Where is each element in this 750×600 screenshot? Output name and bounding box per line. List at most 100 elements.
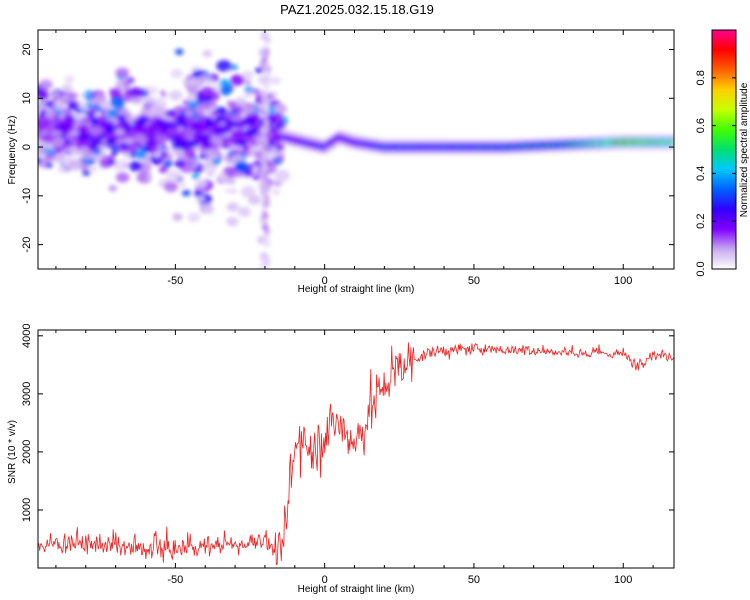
spectrogram-cell [53,153,66,164]
spectrogram-cell [213,109,221,115]
spectrogram-cell [226,216,239,227]
spectrogram-cell [261,172,268,181]
spectrogram-cell [252,165,259,170]
spectrogram-cell [244,86,254,94]
spectrogram-cell [79,146,89,153]
spectrogram-cell [227,150,235,156]
spectrogram-cell [218,173,228,180]
spectrogram-cell [59,94,70,103]
spectrogram-cell [38,90,50,101]
spectrogram-cell [128,160,143,172]
snr-y-tick-label: 3000 [21,382,33,406]
spectrogram-cell [77,131,90,141]
spectrogram-cell [55,121,69,132]
spectrogram-cell [152,107,169,119]
spectrogram-cell [210,135,223,145]
spectrogram-cell [110,98,125,109]
spectrogram-cell [186,160,194,167]
spectrogram-cell [274,171,290,183]
spectrogram-cell [274,134,281,139]
spectrogram-y-tick-label: -10 [21,188,33,204]
spectrogram-cell [181,189,191,197]
spectrogram-cell [166,127,179,137]
spectrogram-cell [204,104,211,110]
spectrogram-cell [79,163,90,172]
spectrogram-x-tick-label: 0 [322,275,328,287]
spectrogram-cell [671,139,674,145]
spectrogram-cell [196,195,205,202]
spectrogram-cell [242,117,255,127]
spectrogram-cell [172,213,183,221]
spectrogram-cell [183,77,196,87]
spectrogram-cell [179,182,186,188]
spectrogram-cell [114,128,125,136]
spectrogram-cell [144,138,157,148]
spectrogram-cell [158,166,169,174]
spectrogram-y-tick-label: 20 [21,43,33,55]
spectrogram-x-tick-label: -50 [167,275,183,287]
spectrogram-cell [248,195,261,205]
spectrogram-cell [147,117,156,124]
spectrogram-cell [64,75,75,83]
spectrogram-cell [184,148,196,158]
spectrogram-cell [231,153,244,163]
spectrogram-cell [198,134,207,140]
spectrogram-cell [244,79,252,86]
spectrogram-cell [164,181,178,193]
spectrogram-cell [38,113,45,118]
spectrogram-cell [231,121,241,128]
spectrogram-cell [267,132,274,138]
snr-y-tick-label: 2000 [21,440,33,464]
spectrogram-cell [79,92,86,98]
spectrogram-cell [135,150,148,160]
spectrogram-cell [244,91,253,98]
spectrogram-cell [130,151,136,157]
spectrogram-x-axis-title: Height of straight line (km) [298,284,415,295]
spectrogram-cell [109,87,122,98]
snr-y-tick-label: 1000 [21,498,33,522]
spectrogram-cell [276,120,285,127]
spectrogram-cell [231,130,244,139]
snr-panel: -50 0 50 100 1000 2000 3000 4000 Height of str… [7,324,675,595]
spectrogram-cell [69,138,78,145]
spectrogram-cell [122,120,131,127]
spectrogram-cell [272,104,287,116]
snr-y-tick-label: 4000 [21,324,33,348]
spectrogram-y-tick-label: -20 [21,237,33,253]
spectrogram-cell [38,145,46,157]
spectrogram-cell [236,110,244,116]
spectrogram-cell [229,188,237,194]
spectrogram-cell [146,175,152,180]
spectrogram-cell [264,199,271,208]
spectrogram-cell [261,163,268,172]
spectrogram-cell [155,123,163,128]
spectrogram-cell [230,74,245,86]
spectrogram-cell [261,89,268,98]
spectrogram-cell [189,122,198,128]
spectrogram-cell [67,160,82,171]
spectrogram-cell [259,179,266,188]
spectrogram-cell [273,189,280,195]
spectrogram-cell [136,171,152,184]
spectrogram-cell [224,112,233,119]
spectrogram-cell [39,79,53,90]
spectrogram-cell [263,142,270,151]
spectrogram-cell [243,169,253,177]
spectrogram-y-axis-title: Frequency (Hz) [7,116,18,185]
spectrogram-cell [45,162,54,168]
spectrogram-cell [144,129,152,135]
spectrogram-cell [168,113,176,119]
spectrogram-cell [61,83,73,92]
spectrogram-cell [270,76,281,85]
spectrogram-cell [260,254,267,263]
spectrogram-cell [261,133,268,142]
colorbar-tick-label: 0.2 [695,214,707,229]
spectrogram-cell [57,165,68,173]
spectrogram-cell [263,33,270,42]
spectrogram-cell [237,206,251,218]
spectrogram-cell [150,133,157,138]
spectrogram-cell [212,158,221,165]
spectrogram-cell [251,88,261,95]
spectrogram-cell [88,165,98,173]
